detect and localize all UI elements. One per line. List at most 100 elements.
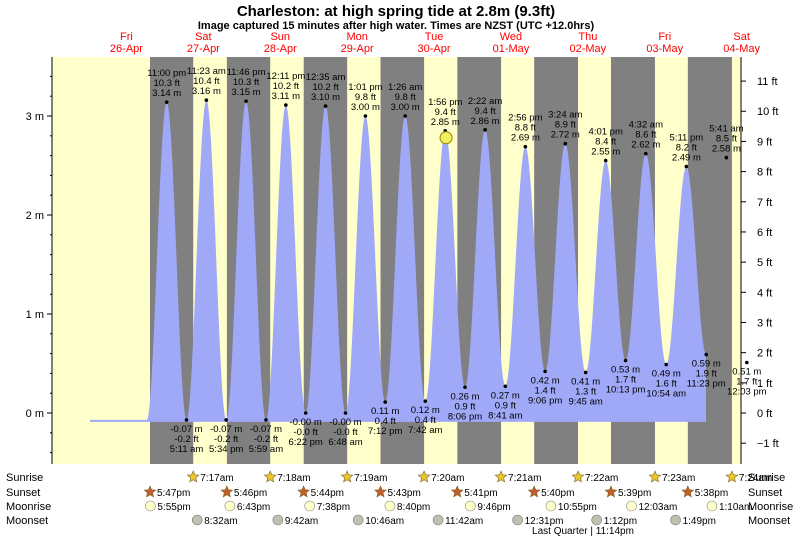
tide-time: 4:32 am (629, 120, 663, 131)
moonset-icon (591, 514, 602, 526)
moonrise-icon (545, 500, 557, 512)
tide-ft: -0.0 ft (333, 427, 358, 438)
tide-ft: 9.8 ft (355, 92, 376, 103)
day-date: 28-Apr (264, 43, 297, 55)
y-left-tick-label: 3 m (26, 111, 44, 123)
moonset-icon (670, 514, 681, 526)
y-left-tick-label: 1 m (26, 309, 44, 321)
tide-point (363, 114, 368, 118)
y-right-tick-label: 3 ft (757, 317, 772, 329)
sunrise-icon (494, 470, 508, 483)
y-right-tick-label: 6 ft (757, 227, 772, 239)
tide-ft: 1.9 ft (696, 369, 717, 380)
tide-point (323, 104, 328, 108)
tide-time: 10:54 am (646, 388, 686, 399)
tide-ft: 1.7 ft (736, 377, 757, 388)
y-right-tick-label: 5 ft (757, 257, 772, 269)
tide-point (224, 418, 228, 422)
tide-m: 3.14 m (152, 88, 181, 99)
tide-m: 3.15 m (232, 87, 261, 98)
tide-time: 11:00 pm (147, 68, 186, 79)
y-right-tick-label: 10 ft (757, 106, 778, 118)
y-left-tick-label: 2 m (26, 210, 44, 222)
day-date: 30-Apr (418, 43, 451, 55)
sunset-time: 5:39pm (618, 488, 651, 499)
tide-time: 5:11 am (170, 444, 204, 455)
tide-time: 5:34 pm (209, 444, 243, 455)
sunset-icon (527, 485, 541, 498)
sunrise-icon (648, 470, 662, 483)
moon-phase: Last Quarter | 11:14pm (532, 526, 634, 537)
sunrise-time: 7:24am (739, 473, 772, 484)
y-right-tick-label: 2 ft (757, 348, 772, 360)
sunrise-icon (571, 470, 585, 483)
tide-ft: -0.2 ft (254, 434, 279, 445)
sunrise-icon (340, 470, 354, 483)
tide-point (503, 384, 508, 389)
tide-time: 4:01 pm (589, 127, 623, 138)
tide-point (204, 98, 209, 102)
moonrise-time: 12:03am (638, 502, 677, 513)
sunrise-time: 7:17am (200, 473, 233, 484)
y-right-tick-label: 1 ft (757, 378, 772, 390)
day-name: Sat (195, 31, 212, 43)
tide-point (603, 158, 608, 163)
tide-ft: 10.2 ft (312, 82, 339, 93)
tide-ft: 8.6 ft (635, 130, 656, 141)
tide-point (303, 411, 308, 415)
tide-point (664, 362, 669, 367)
tide-m: 2.86 m (471, 116, 500, 127)
tide-ft: 9.4 ft (435, 107, 456, 118)
tide-time: 11:23 am (187, 66, 226, 77)
tide-ft: 0.4 ft (415, 415, 436, 426)
tide-m: 0.49 m (652, 368, 681, 379)
tide-time: 9:45 am (568, 396, 602, 407)
sunrise-icon (725, 470, 739, 483)
tide-curve (90, 100, 706, 422)
axes: 0 m 1 m 2 m 3 m −1 ft 0 ft 1 ft 2 ft 3 ft 4 ft 5 f… (26, 57, 779, 464)
moonrise-label-right: Moonrise (748, 501, 793, 513)
moonrise-time: 6:43pm (237, 502, 270, 513)
astro-rows: Sunrise Sunrise Sunset Sunset Moonrise Moonri… (6, 470, 793, 537)
tide-time: 2:56 pm (508, 113, 542, 124)
tide-m: -0.07 m (250, 424, 282, 435)
tide-point (284, 103, 288, 107)
moonset-time: 1:12pm (604, 516, 637, 527)
sunset-icon (604, 485, 618, 498)
tide-ft: 10.4 ft (193, 76, 220, 87)
moonset-time: 12:31pm (525, 516, 564, 527)
sunrise-label-left: Sunrise (6, 472, 43, 484)
tide-time: 8:06 pm (448, 411, 482, 422)
tide-ft: 1.6 ft (656, 378, 677, 389)
tide-m: -0.00 m (290, 417, 322, 428)
tide-time: 2:22 am (468, 96, 502, 107)
sunset-icon (143, 485, 157, 498)
tide-m: 2.62 m (631, 140, 660, 151)
tide-time: 12:11 pm (266, 71, 305, 82)
tide-point (463, 385, 467, 390)
tide-ft: -0.2 ft (214, 434, 239, 445)
tide-ft: 0.9 ft (454, 401, 475, 412)
tide-ft: 8.5 ft (716, 134, 737, 145)
sunrise-time: 7:18am (277, 473, 310, 484)
moonset-icon (352, 514, 364, 526)
day-date: 26-Apr (110, 43, 143, 55)
moonrise-icon (706, 500, 718, 512)
tide-point (523, 144, 528, 149)
tide-m: 3.10 m (311, 92, 340, 103)
tide-time: 1:01 pm (348, 82, 382, 93)
sunrise-time: 7:20am (431, 473, 464, 484)
tide-time: 11:46 pm (227, 67, 266, 78)
tide-m: 3.11 m (272, 91, 300, 102)
sunset-time: 5:44pm (311, 488, 344, 499)
tide-point (704, 352, 709, 357)
sunset-time: 5:46pm (234, 488, 267, 499)
tide-ft: 8.4 ft (595, 137, 616, 148)
tide-ft: 8.2 ft (676, 142, 697, 153)
tide-m: -0.07 m (170, 424, 202, 435)
day-date: 03-May (646, 43, 683, 55)
tide-ft: -0.2 ft (174, 434, 199, 445)
current-time-marker (439, 131, 453, 145)
sunrise-time: 7:22am (585, 473, 618, 484)
tide-m: 0.27 m (491, 390, 520, 401)
